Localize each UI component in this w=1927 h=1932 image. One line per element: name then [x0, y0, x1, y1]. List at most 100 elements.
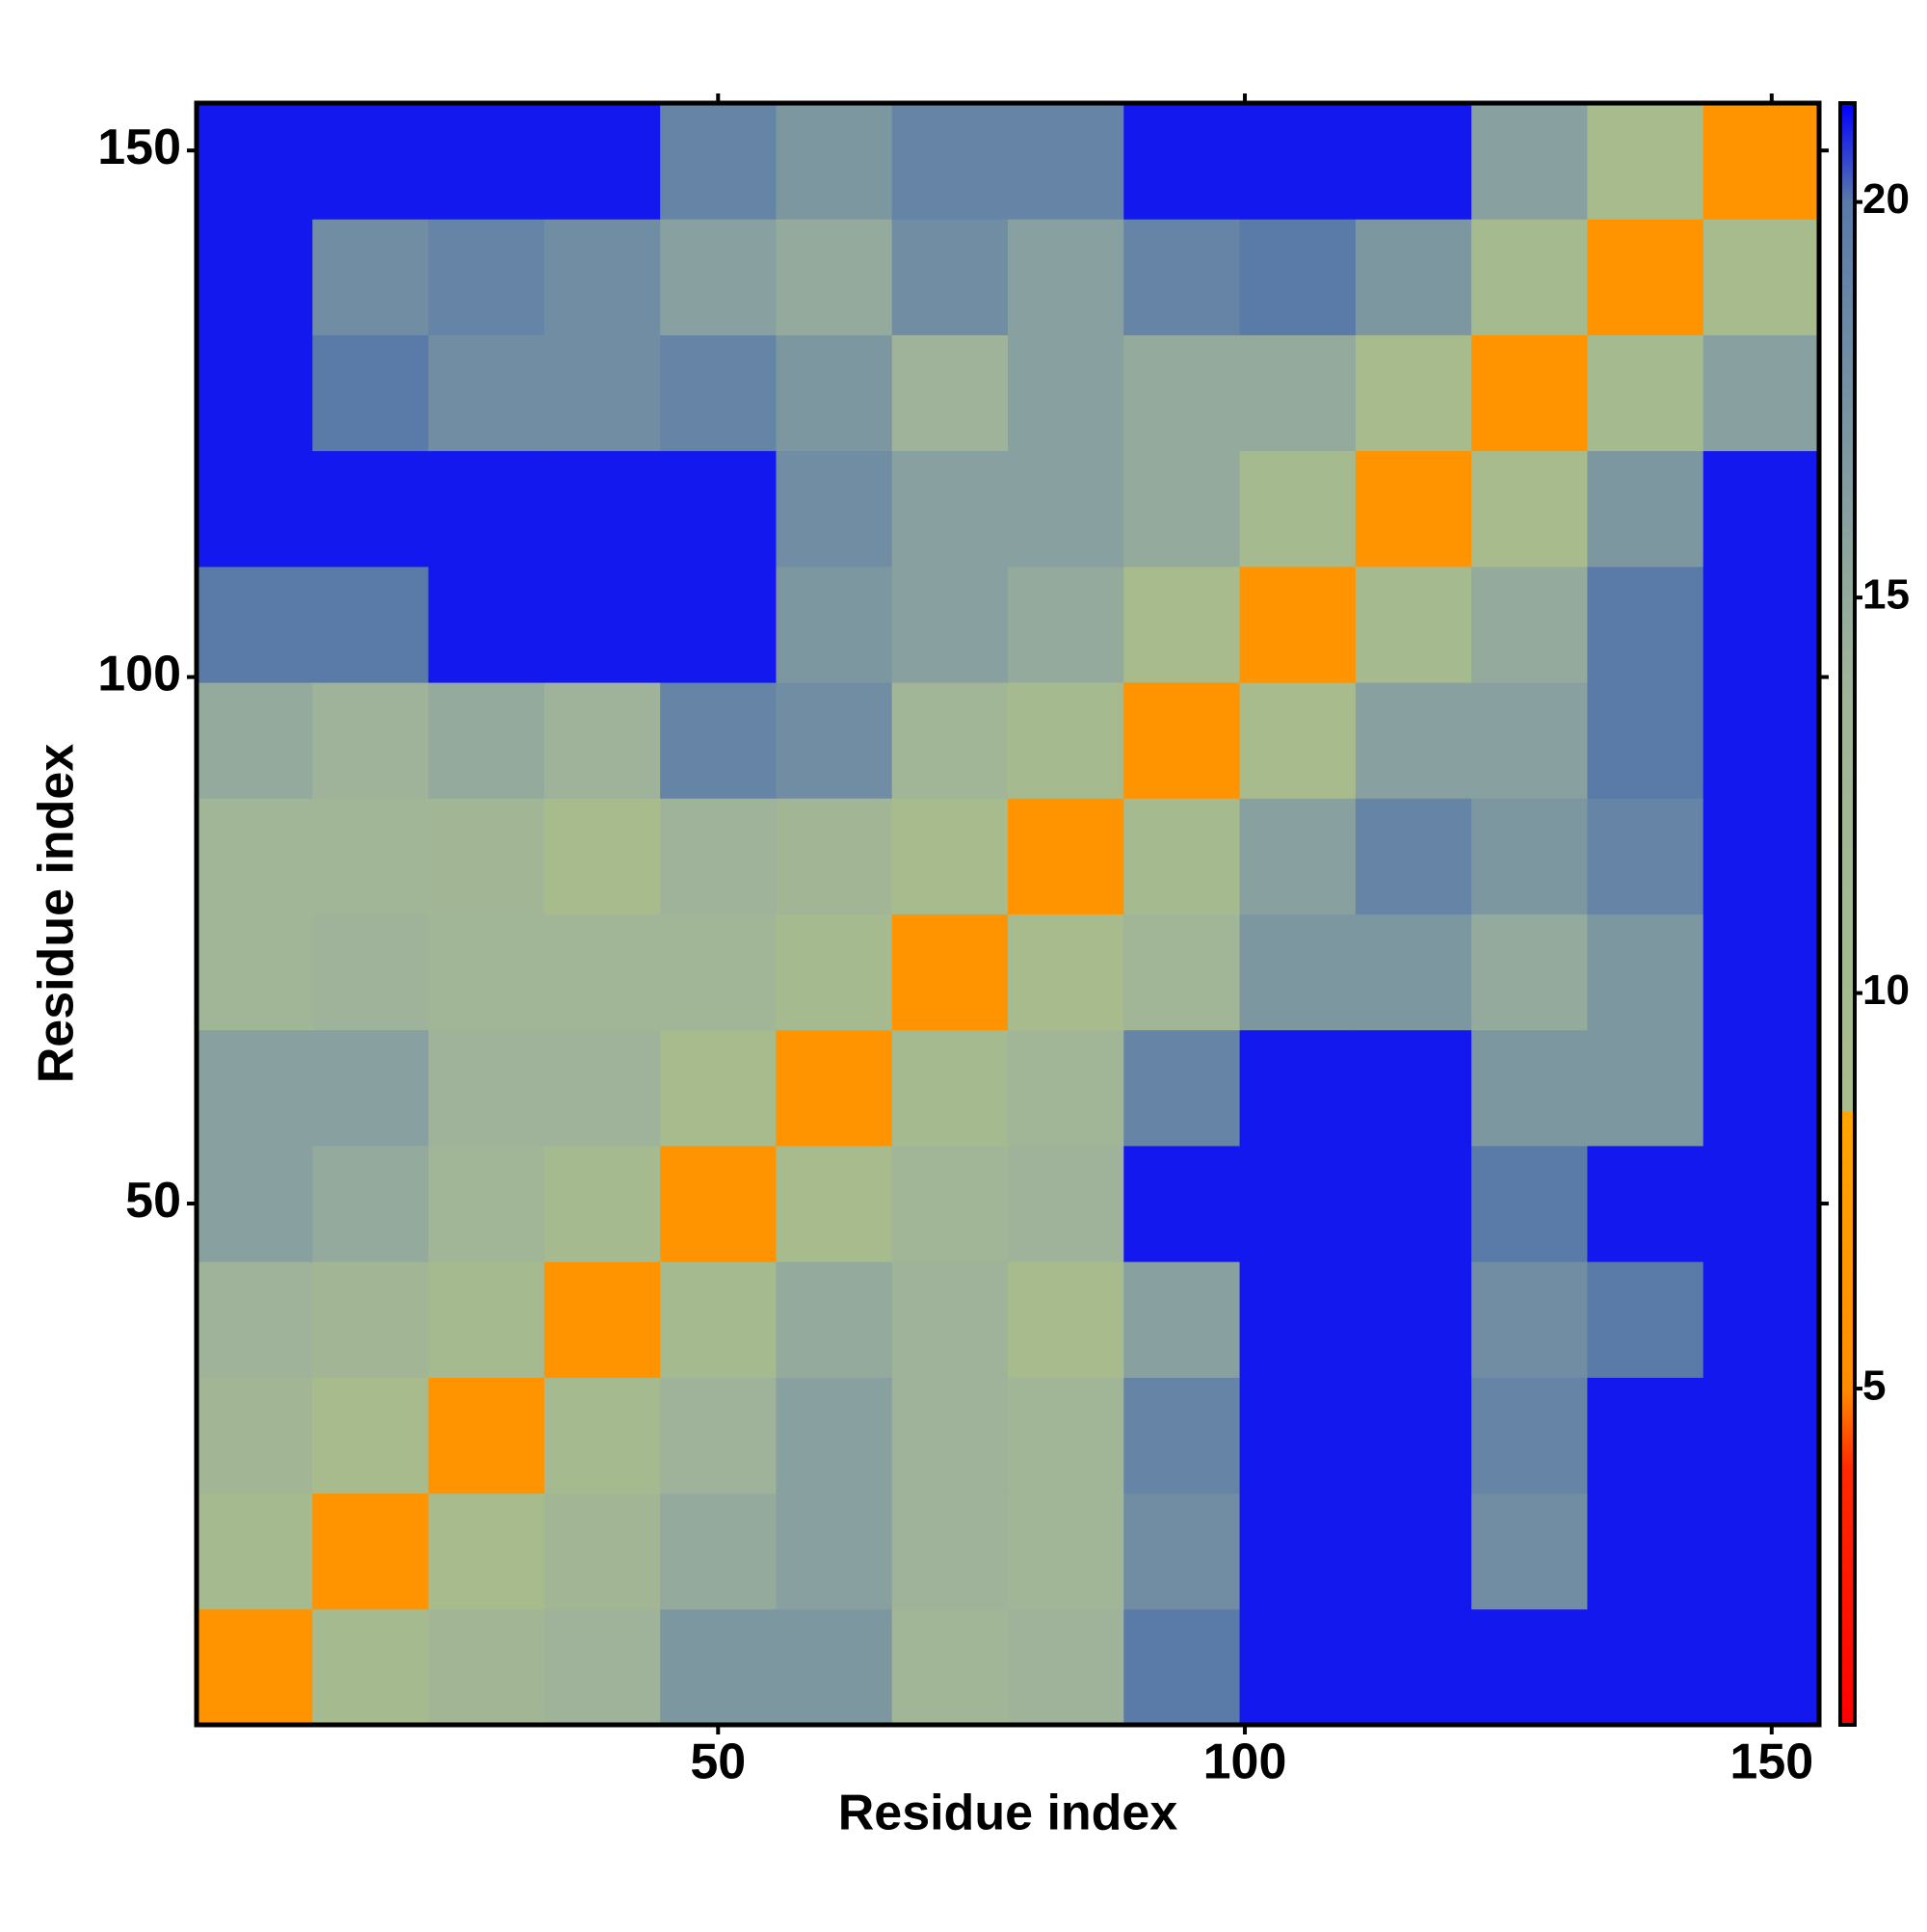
- heatmap-cell: [1008, 1261, 1124, 1378]
- heatmap-cell: [1239, 566, 1357, 683]
- heatmap-cell: [1703, 682, 1820, 799]
- heatmap-cell: [428, 1029, 545, 1147]
- heatmap-cell: [776, 334, 893, 452]
- heatmap-cell: [891, 1377, 1009, 1495]
- heatmap-cell: [1587, 1608, 1704, 1726]
- heatmap-cell: [543, 913, 661, 1031]
- heatmap-cell: [1471, 1029, 1588, 1147]
- heatmap-cell: [660, 913, 777, 1031]
- heatmap-cell: [776, 566, 893, 683]
- heatmap-cell: [1703, 1377, 1820, 1495]
- heatmap-cell: [1587, 1145, 1704, 1262]
- heatmap-cell: [1008, 103, 1124, 220]
- heatmap-cell: [1008, 219, 1124, 335]
- heatmap-cell: [1355, 219, 1472, 335]
- heatmap-cell: [543, 219, 661, 335]
- heatmap-cell: [1471, 1261, 1588, 1378]
- heatmap-cell: [312, 913, 430, 1031]
- heatmap-cell: [1703, 566, 1820, 683]
- plot-frame: [194, 100, 1822, 1728]
- heatmap-cell: [543, 1493, 661, 1610]
- heatmap-cell: [543, 1377, 661, 1495]
- heatmap-cell: [197, 219, 313, 335]
- heatmap-cell: [660, 1608, 777, 1726]
- heatmap-cell: [1239, 1377, 1357, 1495]
- heatmap-cell: [1703, 219, 1820, 335]
- heatmap-cell: [1239, 219, 1357, 335]
- heatmap-cell: [776, 682, 893, 799]
- heatmap-cell: [1355, 1145, 1472, 1262]
- heatmap-cell: [197, 913, 313, 1031]
- heatmap-cell: [312, 682, 430, 799]
- heatmap-cell: [197, 1029, 313, 1147]
- heatmap-cell: [1471, 1493, 1588, 1610]
- heatmap-cell: [428, 334, 545, 452]
- heatmap-cell: [1355, 1029, 1472, 1147]
- heatmap-cell: [428, 1377, 545, 1495]
- heatmap-cell: [312, 1029, 430, 1147]
- heatmap-cell: [891, 1261, 1009, 1378]
- heatmap-cell: [891, 103, 1009, 220]
- heatmap-cell: [1471, 798, 1588, 914]
- heatmap-cell: [1123, 103, 1241, 220]
- heatmap-cell: [891, 334, 1009, 452]
- heatmap-cell: [428, 450, 545, 568]
- y-tick-label: 150: [97, 119, 181, 175]
- colorbar-tick-label: 5: [1862, 1363, 1886, 1410]
- heatmap-cell: [1355, 913, 1472, 1031]
- heatmap-cell: [1471, 566, 1588, 683]
- colorbar-tick-label: 10: [1862, 966, 1910, 1014]
- heatmap-cell: [543, 103, 661, 220]
- heatmap-cell: [1703, 798, 1820, 914]
- heatmap-cell: [1355, 1377, 1472, 1495]
- heatmap-cell: [776, 219, 893, 335]
- heatmap-cell: [1239, 1261, 1357, 1378]
- heatmap-cell: [1123, 1608, 1241, 1726]
- heatmap-cell: [1008, 450, 1124, 568]
- heatmap-cells: [197, 103, 1820, 1726]
- heatmap-cell: [1587, 219, 1704, 335]
- heatmap-cell: [776, 1145, 893, 1262]
- colorbar-tick-label: 20: [1862, 175, 1910, 223]
- heatmap-cell: [660, 1145, 777, 1262]
- heatmap-cell: [776, 1608, 893, 1726]
- heatmap-cell: [197, 450, 313, 568]
- heatmap-cell: [1123, 798, 1241, 914]
- heatmap-cell: [197, 798, 313, 914]
- heatmap-cell: [312, 450, 430, 568]
- heatmap-cell: [1471, 103, 1588, 220]
- heatmap-cell: [891, 798, 1009, 914]
- heatmap-cell: [891, 913, 1009, 1031]
- heatmap-cell: [312, 566, 430, 683]
- heatmap-cell: [660, 1377, 777, 1495]
- y-tick-label: 100: [97, 646, 181, 701]
- heatmap-cell: [776, 1261, 893, 1378]
- heatmap-cell: [660, 219, 777, 335]
- heatmap-cell: [1471, 1145, 1588, 1262]
- heatmap-cell: [1008, 334, 1124, 452]
- heatmap-cell: [660, 682, 777, 799]
- heatmap-cell: [428, 1145, 545, 1262]
- heatmap-cell: [1703, 334, 1820, 452]
- heatmap-cell: [1123, 334, 1241, 452]
- heatmap-cell: [428, 219, 545, 335]
- heatmap-cell: [428, 913, 545, 1031]
- heatmap-cell: [1123, 1377, 1241, 1495]
- heatmap-cell: [891, 1145, 1009, 1262]
- heatmap-cell: [543, 334, 661, 452]
- heatmap-cell: [1239, 682, 1357, 799]
- heatmap-cell: [312, 1377, 430, 1495]
- heatmap-cell: [312, 1493, 430, 1610]
- heatmap-cell: [428, 682, 545, 799]
- heatmap-cell: [197, 1608, 313, 1726]
- heatmap-cell: [891, 682, 1009, 799]
- heatmap-cell: [543, 450, 661, 568]
- heatmap-cell: [312, 798, 430, 914]
- heatmap-cell: [1355, 566, 1472, 683]
- heatmap-cell: [543, 1608, 661, 1726]
- heatmap-cell: [428, 798, 545, 914]
- heatmap-cell: [428, 566, 545, 683]
- heatmap-cell: [1703, 1493, 1820, 1610]
- heatmap-cell: [1239, 1608, 1357, 1726]
